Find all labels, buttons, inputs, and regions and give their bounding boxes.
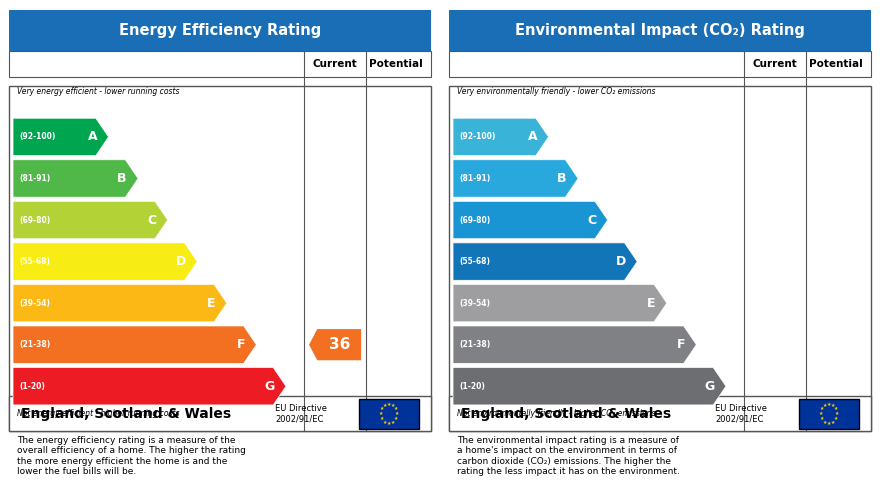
FancyBboxPatch shape <box>9 51 431 77</box>
Text: ★: ★ <box>819 406 824 412</box>
Polygon shape <box>13 243 197 281</box>
Text: ★: ★ <box>387 402 391 407</box>
Text: (21-38): (21-38) <box>19 340 51 349</box>
Text: ★: ★ <box>834 406 839 412</box>
Text: Not energy efficient - higher running costs: Not energy efficient - higher running co… <box>18 409 180 419</box>
Text: England, Scotland & Wales: England, Scotland & Wales <box>21 407 231 421</box>
Text: C: C <box>587 213 597 226</box>
Text: ★: ★ <box>823 420 827 424</box>
Text: C: C <box>147 213 157 226</box>
FancyBboxPatch shape <box>9 10 431 51</box>
Text: Energy Efficiency Rating: Energy Efficiency Rating <box>119 23 321 38</box>
Text: EU Directive
2002/91/EC: EU Directive 2002/91/EC <box>715 404 766 423</box>
FancyBboxPatch shape <box>359 399 419 429</box>
Text: (55-68): (55-68) <box>19 257 50 266</box>
Text: 36: 36 <box>328 337 350 352</box>
Polygon shape <box>13 118 108 156</box>
Text: ★: ★ <box>831 403 835 408</box>
Polygon shape <box>453 160 578 197</box>
Text: (55-68): (55-68) <box>459 257 490 266</box>
Text: F: F <box>677 338 685 351</box>
Text: (39-54): (39-54) <box>459 299 490 308</box>
Polygon shape <box>453 118 548 156</box>
Polygon shape <box>453 367 726 405</box>
Text: Very environmentally friendly - lower CO₂ emissions: Very environmentally friendly - lower CO… <box>458 87 656 96</box>
Text: Current: Current <box>312 59 357 69</box>
Text: Current: Current <box>752 59 797 69</box>
Text: D: D <box>175 255 186 268</box>
Text: (1-20): (1-20) <box>19 382 45 391</box>
Text: E: E <box>207 297 216 310</box>
Text: ★: ★ <box>394 416 399 421</box>
Text: EU Directive
2002/91/EC: EU Directive 2002/91/EC <box>275 404 326 423</box>
Text: The energy efficiency rating is a measure of the
overall efficiency of a home. T: The energy efficiency rating is a measur… <box>18 436 246 476</box>
Polygon shape <box>13 201 168 239</box>
Text: ★: ★ <box>394 406 399 412</box>
Text: ★: ★ <box>835 411 840 416</box>
FancyBboxPatch shape <box>799 399 859 429</box>
Text: (92-100): (92-100) <box>459 133 495 141</box>
Text: E: E <box>647 297 656 310</box>
Text: A: A <box>527 131 537 143</box>
Polygon shape <box>453 201 608 239</box>
Text: ★: ★ <box>834 416 839 421</box>
Polygon shape <box>309 329 361 360</box>
Text: (81-91): (81-91) <box>459 174 491 183</box>
FancyBboxPatch shape <box>449 86 871 431</box>
Text: Potential: Potential <box>370 59 423 69</box>
Text: (39-54): (39-54) <box>19 299 50 308</box>
Text: ★: ★ <box>379 406 384 412</box>
Polygon shape <box>453 326 696 363</box>
Text: (69-80): (69-80) <box>459 215 491 224</box>
Text: ★: ★ <box>379 416 384 421</box>
Text: B: B <box>557 172 567 185</box>
Text: The environmental impact rating is a measure of
a home's impact on the environme: The environmental impact rating is a mea… <box>458 436 680 476</box>
FancyBboxPatch shape <box>449 51 871 77</box>
FancyBboxPatch shape <box>9 86 431 431</box>
Text: ★: ★ <box>383 403 387 408</box>
Text: D: D <box>615 255 626 268</box>
Text: ★: ★ <box>395 411 400 416</box>
Text: ★: ★ <box>818 411 823 416</box>
Text: ★: ★ <box>391 403 395 408</box>
FancyBboxPatch shape <box>449 10 871 51</box>
Text: England, Scotland & Wales: England, Scotland & Wales <box>461 407 671 421</box>
Text: ★: ★ <box>387 421 391 426</box>
Polygon shape <box>453 243 637 281</box>
Text: A: A <box>87 131 97 143</box>
Text: (69-80): (69-80) <box>19 215 51 224</box>
Text: ★: ★ <box>823 403 827 408</box>
Text: (1-20): (1-20) <box>459 382 485 391</box>
Text: F: F <box>237 338 245 351</box>
Text: Very energy efficient - lower running costs: Very energy efficient - lower running co… <box>18 87 180 96</box>
Text: G: G <box>704 380 715 393</box>
Text: (21-38): (21-38) <box>459 340 491 349</box>
Text: ★: ★ <box>827 421 831 426</box>
FancyBboxPatch shape <box>9 396 431 431</box>
Polygon shape <box>453 284 667 322</box>
Text: Potential: Potential <box>810 59 863 69</box>
Text: ★: ★ <box>391 420 395 424</box>
FancyBboxPatch shape <box>449 396 871 431</box>
Text: Not environmentally friendly - higher CO₂ emissions: Not environmentally friendly - higher CO… <box>458 409 656 419</box>
Polygon shape <box>13 284 227 322</box>
Text: ★: ★ <box>383 420 387 424</box>
Text: (81-91): (81-91) <box>19 174 51 183</box>
Text: G: G <box>264 380 275 393</box>
Text: (92-100): (92-100) <box>19 133 55 141</box>
Text: ★: ★ <box>831 420 835 424</box>
Text: ★: ★ <box>827 402 831 407</box>
Text: Environmental Impact (CO₂) Rating: Environmental Impact (CO₂) Rating <box>515 23 805 38</box>
Polygon shape <box>13 326 256 363</box>
Text: ★: ★ <box>378 411 383 416</box>
Polygon shape <box>13 160 138 197</box>
Polygon shape <box>13 367 286 405</box>
Text: ★: ★ <box>819 416 824 421</box>
Text: B: B <box>117 172 127 185</box>
